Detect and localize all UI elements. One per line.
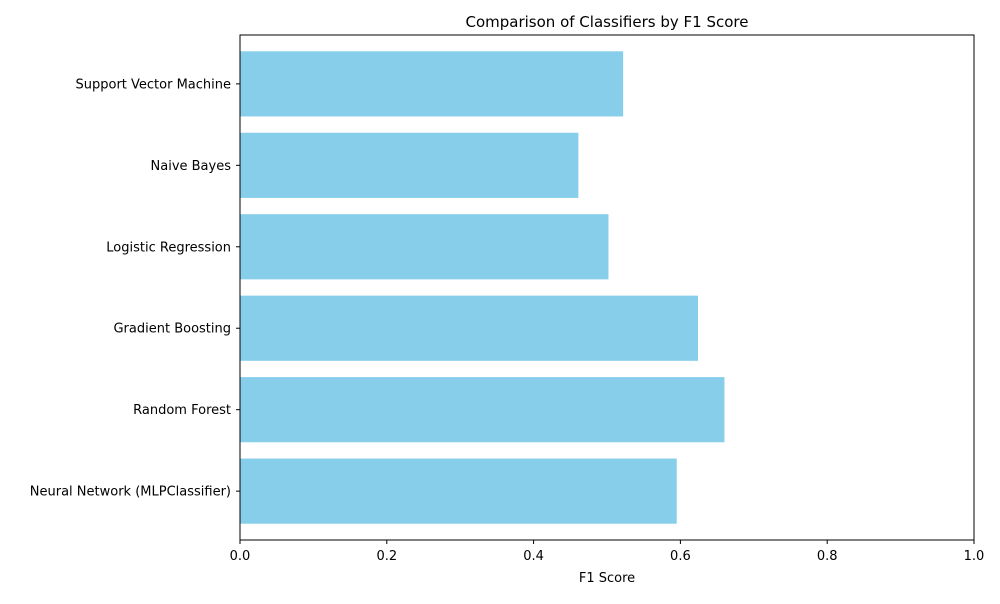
x-tick-label: 0.6 [670,549,691,564]
y-ticks: Neural Network (MLPClassifier) Random For… [30,77,240,500]
x-tick-label: 0.2 [376,549,397,564]
y-tick-label: Naive Bayes [151,159,232,174]
bar-4 [240,132,579,198]
x-tick-label: 0.0 [230,549,251,564]
y-tick-label: Support Vector Machine [76,77,232,92]
chart-title: Comparison of Classifiers by F1 Score [466,13,749,31]
x-tick-label: 1.0 [964,549,985,564]
x-tick-label: 0.4 [523,549,544,564]
y-tick-label: Neural Network (MLPClassifier) [30,485,231,500]
plot-frame [239,34,975,541]
bar-5 [240,51,624,117]
bar-1 [240,377,725,443]
bar-2 [240,295,699,361]
bar-0 [240,458,677,524]
y-tick-label: Gradient Boosting [113,322,231,337]
y-tick-label: Logistic Regression [106,240,231,255]
bars-layer [240,51,725,524]
y-tick-label: Random Forest [133,403,231,418]
axes-layer [239,34,975,541]
x-ticks: 0.0 0.2 0.4 0.6 0.8 1.0 [230,540,985,564]
bar-3 [240,214,609,280]
x-axis-label: F1 Score [579,571,635,586]
x-tick-label: 0.8 [817,549,838,564]
